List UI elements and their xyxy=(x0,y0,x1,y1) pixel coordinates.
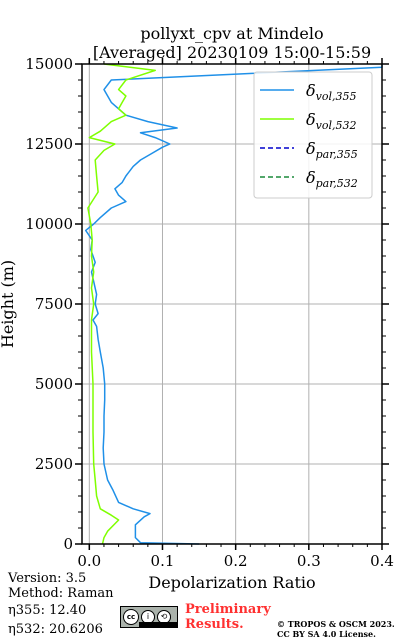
preliminary-label: Preliminary Results. xyxy=(185,602,271,632)
y-tick-label: 7500 xyxy=(35,295,73,313)
method-text: Method: Raman xyxy=(8,586,114,601)
y-tick-label: 15000 xyxy=(25,55,73,73)
eta355-text: η355: 12.40 xyxy=(8,603,87,618)
series-line-δ_vol,532 xyxy=(87,63,156,545)
y-tick-label: 0 xyxy=(63,535,73,553)
legend-label: δpar,532 xyxy=(306,168,358,190)
copyright-line1: © TROPOS & OSCM 2023. xyxy=(277,619,395,629)
badge-strip xyxy=(139,622,177,627)
series-line-δ_vol,355 xyxy=(84,64,383,545)
y-tick-label: 10000 xyxy=(25,215,73,233)
x-tick-label: 0.4 xyxy=(370,552,394,570)
preliminary-line1: Preliminary xyxy=(185,602,271,617)
legend-label: δpar,355 xyxy=(306,139,358,161)
y-tick-label: 12500 xyxy=(25,135,73,153)
y-axis-label: Height (m) xyxy=(0,260,17,348)
version-text: Version: 3.5 xyxy=(8,571,87,586)
x-tick-label: 0.3 xyxy=(297,552,321,570)
by-icon: i xyxy=(141,610,155,624)
cc-icon: cc xyxy=(123,609,139,625)
eta532-text: η532: 20.6206 xyxy=(8,622,103,637)
cc-license-badge: cc i ⟲ xyxy=(120,606,178,628)
legend-box xyxy=(253,71,373,199)
x-tick-label: 0.0 xyxy=(77,552,101,570)
legend-label: δvol,355 xyxy=(306,81,357,103)
copyright-line2: CC BY SA 4.0 License. xyxy=(277,629,376,639)
x-tick-label: 0.2 xyxy=(224,552,248,570)
y-tick-label: 5000 xyxy=(35,375,73,393)
preliminary-line2: Results. xyxy=(185,617,244,632)
chart-title-line1: pollyxt_cpv at Mindelo xyxy=(140,24,324,43)
x-tick-label: 0.1 xyxy=(151,552,175,570)
chart-title-line2: [Averaged] 20230109 15:00-15:59 xyxy=(92,43,372,62)
x-axis-label: Depolarization Ratio xyxy=(148,573,315,592)
y-tick-label: 2500 xyxy=(35,455,73,473)
legend-label: δvol,532 xyxy=(306,110,357,132)
copyright-text: © TROPOS & OSCM 2023. CC BY SA 4.0 Licen… xyxy=(277,619,395,639)
